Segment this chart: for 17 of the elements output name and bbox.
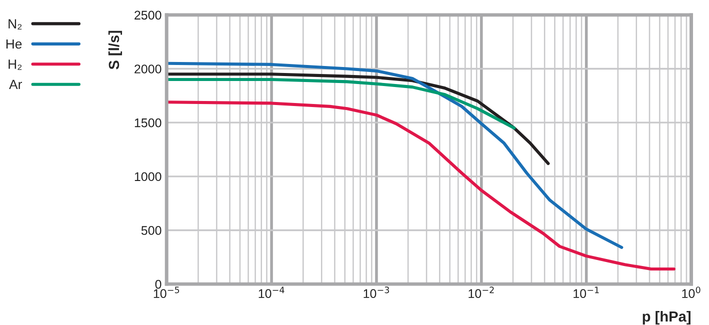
x-tick-label: 10$^{−1}$ bbox=[574, 286, 599, 298]
legend-label: He bbox=[6, 39, 22, 49]
y-tick-label: 1500 bbox=[134, 118, 162, 128]
x-tick-label: 10$^{−4}$ bbox=[258, 286, 284, 298]
y-axis-title: S [l/s] bbox=[108, 30, 122, 70]
legend-label: Ar bbox=[9, 80, 22, 89]
legend-label: H₂ bbox=[8, 60, 22, 70]
x-tick-label: 10$^{0}$ bbox=[682, 286, 700, 298]
x-axis-title: p [hPa] bbox=[642, 310, 690, 325]
legend-label: N₂ bbox=[8, 19, 22, 30]
y-tick-label: 0 bbox=[155, 280, 162, 289]
x-tick-label: 10$^{−3}$ bbox=[364, 286, 390, 298]
x-tick-label: 10$^{−2}$ bbox=[468, 286, 494, 298]
y-tick-label: 2500 bbox=[134, 10, 162, 20]
y-tick-label: 2000 bbox=[134, 64, 162, 74]
y-tick-label: 500 bbox=[141, 226, 162, 235]
y-tick-label: 1000 bbox=[134, 172, 162, 182]
